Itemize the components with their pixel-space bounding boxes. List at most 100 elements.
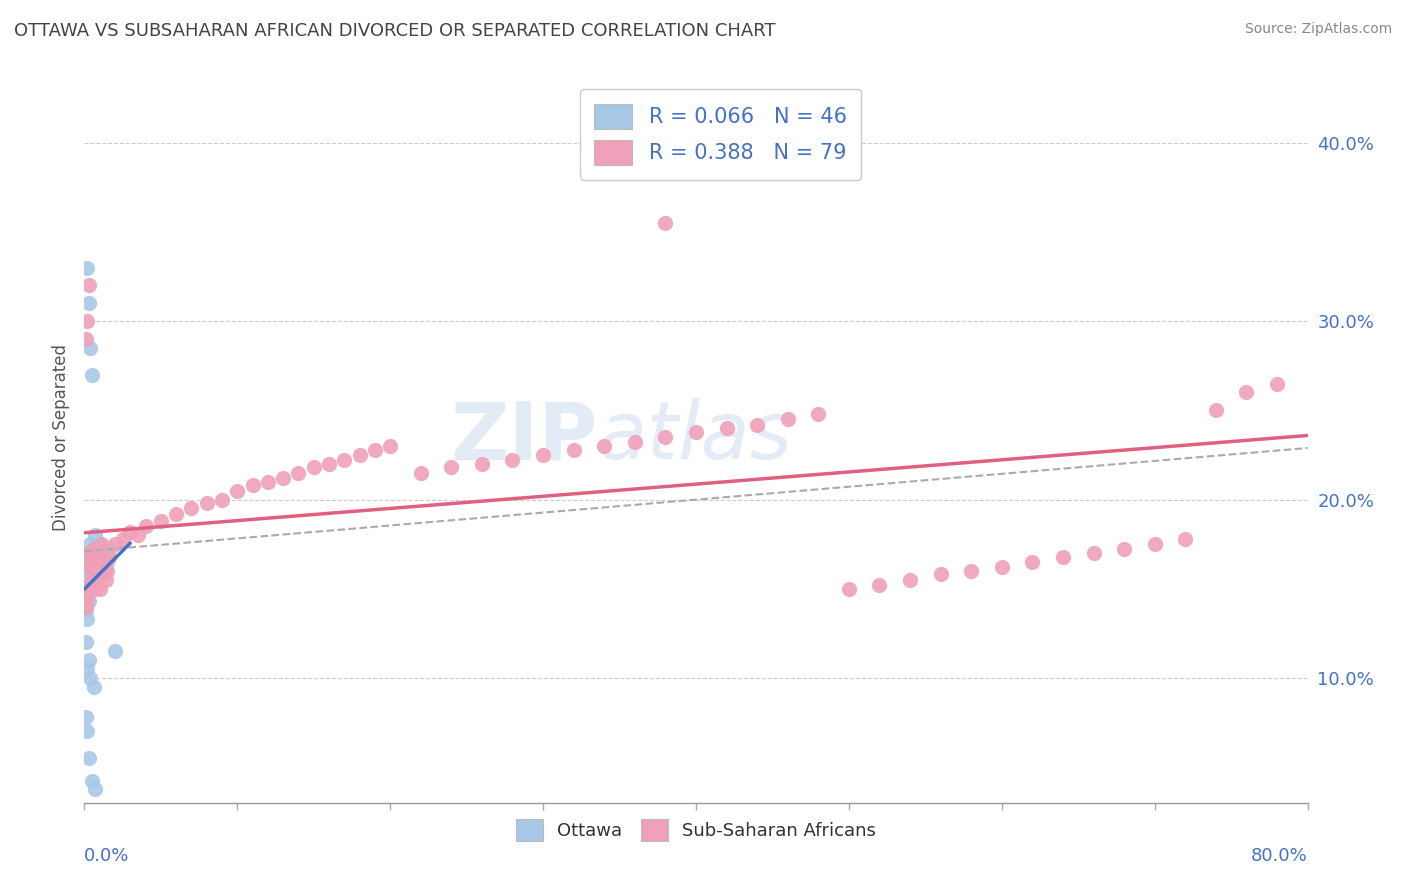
- Point: [869, 578, 891, 592]
- Point: [89, 582, 111, 596]
- Point: [79, 341, 101, 355]
- Point: [80, 549, 103, 564]
- Point: [77, 585, 100, 599]
- Point: [76, 724, 98, 739]
- Point: [562, 442, 585, 457]
- Point: [90, 537, 112, 551]
- Point: [83, 567, 105, 582]
- Point: [79, 567, 101, 582]
- Point: [287, 466, 309, 480]
- Point: [91, 560, 114, 574]
- Point: [747, 417, 769, 432]
- Point: [89, 544, 111, 558]
- Point: [271, 471, 294, 485]
- Point: [76, 662, 98, 676]
- Point: [96, 555, 118, 569]
- Point: [349, 448, 371, 462]
- Point: [1052, 549, 1074, 564]
- Point: [654, 216, 676, 230]
- Point: [83, 542, 105, 557]
- Point: [195, 496, 218, 510]
- Point: [302, 460, 325, 475]
- Point: [76, 591, 98, 605]
- Point: [409, 466, 432, 480]
- Point: [87, 578, 110, 592]
- Point: [79, 560, 101, 574]
- Point: [75, 332, 97, 346]
- Point: [97, 549, 120, 564]
- Y-axis label: Divorced or Separated: Divorced or Separated: [52, 343, 70, 531]
- Point: [75, 599, 97, 614]
- Point: [75, 635, 97, 649]
- Point: [94, 573, 117, 587]
- Point: [716, 421, 738, 435]
- Point: [127, 528, 149, 542]
- Point: [83, 573, 105, 587]
- Point: [654, 430, 676, 444]
- Point: [1205, 403, 1227, 417]
- Point: [502, 453, 524, 467]
- Point: [80, 549, 103, 564]
- Point: [898, 573, 921, 587]
- Point: [87, 549, 110, 564]
- Point: [79, 578, 101, 592]
- Point: [531, 448, 554, 462]
- Point: [86, 560, 108, 574]
- Point: [104, 537, 127, 551]
- Point: [83, 680, 105, 694]
- Text: 80.0%: 80.0%: [1251, 847, 1308, 865]
- Point: [84, 582, 107, 596]
- Point: [1143, 537, 1166, 551]
- Point: [180, 501, 202, 516]
- Point: [242, 478, 264, 492]
- Point: [90, 537, 112, 551]
- Point: [1236, 385, 1258, 400]
- Point: [77, 278, 100, 293]
- Point: [79, 671, 101, 685]
- Point: [76, 612, 98, 626]
- Point: [80, 564, 103, 578]
- Point: [1174, 532, 1197, 546]
- Point: [89, 551, 111, 566]
- Text: Source: ZipAtlas.com: Source: ZipAtlas.com: [1244, 22, 1392, 37]
- Point: [80, 573, 103, 587]
- Point: [77, 594, 100, 608]
- Point: [97, 542, 120, 557]
- Point: [593, 439, 616, 453]
- Point: [75, 603, 97, 617]
- Point: [77, 296, 100, 310]
- Point: [1265, 376, 1288, 391]
- Point: [149, 514, 172, 528]
- Text: atlas: atlas: [598, 398, 793, 476]
- Point: [79, 537, 101, 551]
- Point: [77, 653, 100, 667]
- Point: [838, 582, 860, 596]
- Point: [776, 412, 799, 426]
- Legend: Ottawa, Sub-Saharan Africans: Ottawa, Sub-Saharan Africans: [509, 812, 883, 848]
- Point: [86, 567, 108, 582]
- Point: [1114, 542, 1136, 557]
- Point: [75, 710, 97, 724]
- Point: [257, 475, 280, 489]
- Point: [364, 442, 387, 457]
- Point: [991, 560, 1014, 574]
- Point: [76, 260, 98, 275]
- Point: [77, 751, 100, 765]
- Point: [91, 558, 114, 573]
- Text: ZIP: ZIP: [451, 398, 598, 476]
- Point: [86, 567, 108, 582]
- Point: [76, 555, 98, 569]
- Point: [84, 781, 107, 796]
- Point: [318, 457, 340, 471]
- Point: [84, 564, 107, 578]
- Point: [120, 524, 142, 539]
- Point: [89, 546, 111, 560]
- Point: [84, 555, 107, 569]
- Point: [87, 558, 110, 573]
- Point: [87, 558, 110, 573]
- Point: [624, 435, 647, 450]
- Point: [75, 585, 97, 599]
- Point: [380, 439, 402, 453]
- Point: [86, 573, 108, 587]
- Point: [80, 368, 103, 382]
